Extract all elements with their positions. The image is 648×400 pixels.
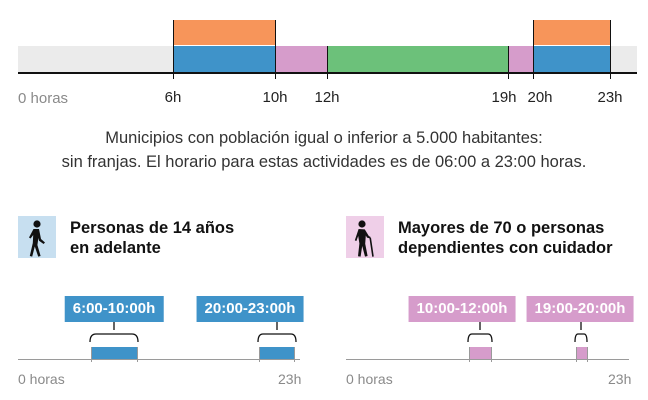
range-tag: 19:00-20:00h [526, 296, 634, 322]
group-title-line-2: en adelante [70, 239, 161, 257]
group-title-line-1: Mayores de 70 o personas [398, 219, 605, 237]
timeline-segment-pink-late-morning [276, 46, 327, 73]
axis-tick [587, 347, 588, 362]
range-bar [576, 347, 587, 359]
top-axis-label-6h: 6h [164, 89, 182, 106]
group-axis-start-label: 0 horas [18, 371, 65, 387]
top-axis-label-12h: 12h [314, 89, 340, 106]
range-bar [469, 347, 491, 359]
timeline-segment-orange-evening [534, 20, 610, 46]
axis-tick [294, 347, 295, 362]
range-bracket [467, 322, 493, 343]
group-axis-line [346, 359, 629, 360]
top-axis-label-10h: 10h [262, 89, 288, 106]
axis-tick [173, 46, 174, 79]
group-axis-start-label: 0 horas [346, 371, 393, 387]
group-axis-end-label: 23h [608, 371, 632, 387]
group-axis-line [18, 359, 300, 360]
axis-tick [91, 347, 92, 362]
axis-tick [469, 347, 470, 362]
axis-tick [275, 46, 276, 79]
range-tag: 20:00-23:00h [196, 296, 304, 322]
timeline-segment-green-midday [328, 46, 508, 73]
axis-tick [533, 20, 534, 46]
group-title-line-2: dependientes con cuidador [398, 239, 613, 257]
top-axis-label-23h: 23h [597, 89, 623, 106]
range-bracket [574, 322, 588, 343]
axis-tick [491, 347, 492, 362]
caption-line-1: Municipios con población igual o inferio… [105, 129, 543, 147]
elderly-person-cane-icon [346, 216, 384, 258]
range-bracket [257, 322, 297, 343]
timeline-segment-orange-morning [173, 20, 275, 46]
group-title-line-1: Personas de 14 años [70, 219, 235, 237]
axis-tick [137, 347, 138, 362]
range-bar [259, 347, 294, 359]
segment-divider [173, 45, 275, 46]
timeline-segment-blue-evening [534, 46, 610, 73]
range-bracket [89, 322, 139, 343]
axis-tick [576, 347, 577, 362]
range-tag: 10:00-12:00h [408, 296, 516, 322]
range-bar [91, 347, 137, 359]
top-axis-label-20h: 20h [527, 89, 553, 106]
axis-tick [259, 347, 260, 362]
walking-person-icon [18, 216, 56, 258]
axis-tick [275, 20, 276, 46]
group-axis-end-label: 23h [278, 371, 302, 387]
axis-tick [533, 46, 534, 79]
axis-tick [610, 20, 611, 79]
timeline-segment-pink-evening [509, 46, 533, 73]
range-tag: 6:00-10:00h [64, 296, 164, 322]
axis-tick [173, 20, 174, 46]
top-axis-start-label: 0 horas [18, 90, 69, 107]
axis-tick [508, 46, 509, 79]
axis-tick [327, 46, 328, 79]
top-axis-label-19h: 19h [491, 89, 517, 106]
timeline-segment-blue-morning [173, 46, 275, 73]
caption-line-2: sin franjas. El horario para estas activ… [61, 153, 587, 171]
segment-divider [534, 45, 610, 46]
